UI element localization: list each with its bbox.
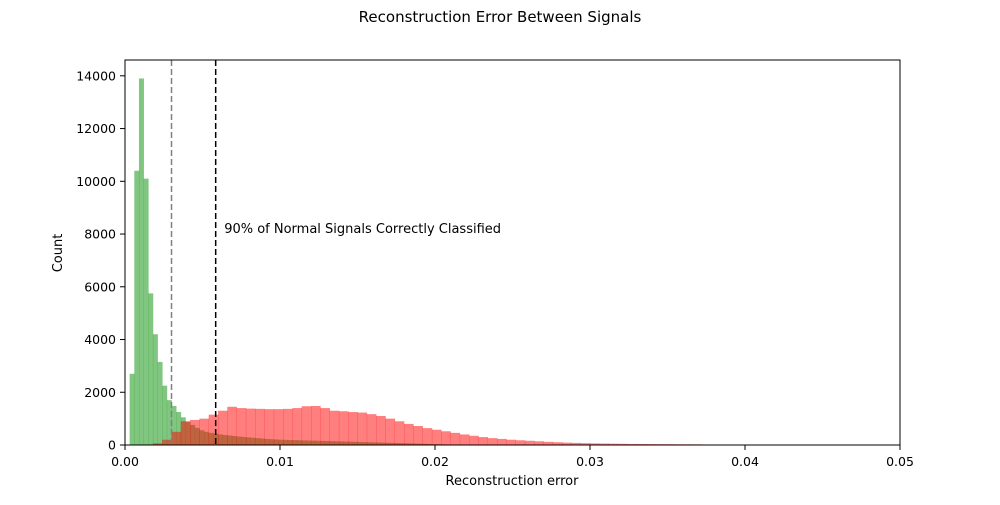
reference-lines-layer [170, 60, 217, 445]
x-tick-label: 0.01 [266, 454, 294, 469]
series-1-bar [385, 418, 396, 445]
series-1-bar [348, 412, 358, 445]
series-1-bar [422, 428, 433, 445]
series-1-bar [580, 443, 591, 445]
series-1-bar [497, 438, 507, 445]
threshold-annotation: 90% of Normal Signals Correctly Classifi… [224, 222, 501, 237]
y-tick-label: 4000 [84, 332, 116, 347]
y-tick-label: 0 [108, 438, 116, 453]
series-1-bar [376, 415, 386, 445]
series-1-bar [627, 443, 637, 445]
series-1-bar [199, 418, 210, 445]
series-1-bar [469, 435, 479, 445]
y-axis-label: Count [51, 234, 66, 273]
series-1-bar [329, 410, 340, 445]
series-1-bar [431, 429, 442, 445]
series-1-bar [506, 439, 516, 445]
chart-title: Reconstruction Error Between Signals [359, 8, 642, 26]
series-1-bar [338, 411, 349, 445]
series-1-bar [180, 421, 191, 445]
series-1-bar [208, 414, 219, 445]
series-1-bar [357, 412, 368, 445]
series-1-bar [543, 441, 554, 445]
series-1-bar [534, 441, 544, 445]
series-1-bar [590, 443, 600, 445]
series-1-bar [394, 421, 405, 445]
y-tick-label: 2000 [84, 385, 116, 400]
series-1-bar [245, 408, 256, 445]
series-1-bar [283, 408, 293, 445]
series-1-bar [311, 405, 321, 445]
series-1-bar [255, 408, 265, 445]
plot-area-frame [124, 59, 901, 446]
series-1-bar [320, 408, 330, 445]
series-1-bar [366, 414, 377, 445]
x-tick-label: 0.02 [421, 454, 449, 469]
series-1-bar [162, 439, 172, 445]
series-0-bar [129, 373, 135, 445]
series-0-bar [152, 334, 158, 445]
series-1-bar [608, 443, 619, 445]
series-1-bar [218, 410, 228, 445]
series-1-bar [292, 408, 303, 445]
series-1-bar [450, 432, 461, 445]
x-tick-label: 0.00 [111, 454, 139, 469]
series-0-bar [171, 405, 177, 445]
series-1-bar [301, 406, 312, 445]
series-1-bar [552, 442, 563, 445]
y-tick-label: 6000 [84, 279, 116, 294]
series-1-bar [236, 408, 247, 445]
y-axis-ticks: 0 2000 4000 6000 8000 10000 12000 14000 [76, 68, 125, 453]
series-1-bar [571, 442, 582, 445]
series-1-bar [190, 419, 200, 445]
series-1-bar [227, 406, 237, 445]
series-1-bar [515, 440, 526, 445]
series-1-bar [171, 431, 182, 445]
series-1-bar [404, 423, 414, 445]
series-0-bar [157, 361, 163, 445]
x-tick-label: 0.05 [886, 454, 914, 469]
series-1-bar [562, 442, 572, 445]
series-1-bar [264, 409, 275, 445]
x-axis-label: Reconstruction error [446, 474, 580, 489]
series-1-bar [478, 437, 489, 445]
series-0-bar [176, 412, 182, 445]
series-0-bar [143, 178, 149, 445]
y-tick-label: 8000 [84, 227, 116, 242]
series-1-bar [459, 434, 470, 445]
series-0-bar [166, 400, 172, 445]
series-0-bar [148, 293, 154, 445]
bars-layer [129, 78, 702, 446]
series-1-bar [599, 443, 609, 445]
x-tick-label: 0.03 [576, 454, 604, 469]
y-tick-label: 14000 [76, 68, 116, 83]
series-1-bar [152, 443, 163, 445]
series-1-bar [273, 409, 284, 445]
x-axis-ticks: 0.00 0.01 0.02 0.03 0.04 0.05 [111, 445, 914, 469]
series-1-bar [487, 438, 498, 445]
series-1-bar [524, 440, 535, 445]
series-1-bar [617, 443, 628, 445]
series-0-bar [134, 170, 140, 445]
series-1-bar [441, 431, 451, 445]
series-0-bar [162, 385, 168, 445]
x-tick-label: 0.04 [731, 454, 759, 469]
y-tick-label: 10000 [76, 174, 116, 189]
series-0-bar [138, 78, 144, 446]
y-tick-label: 12000 [76, 121, 116, 136]
series-1-bar [413, 426, 423, 445]
